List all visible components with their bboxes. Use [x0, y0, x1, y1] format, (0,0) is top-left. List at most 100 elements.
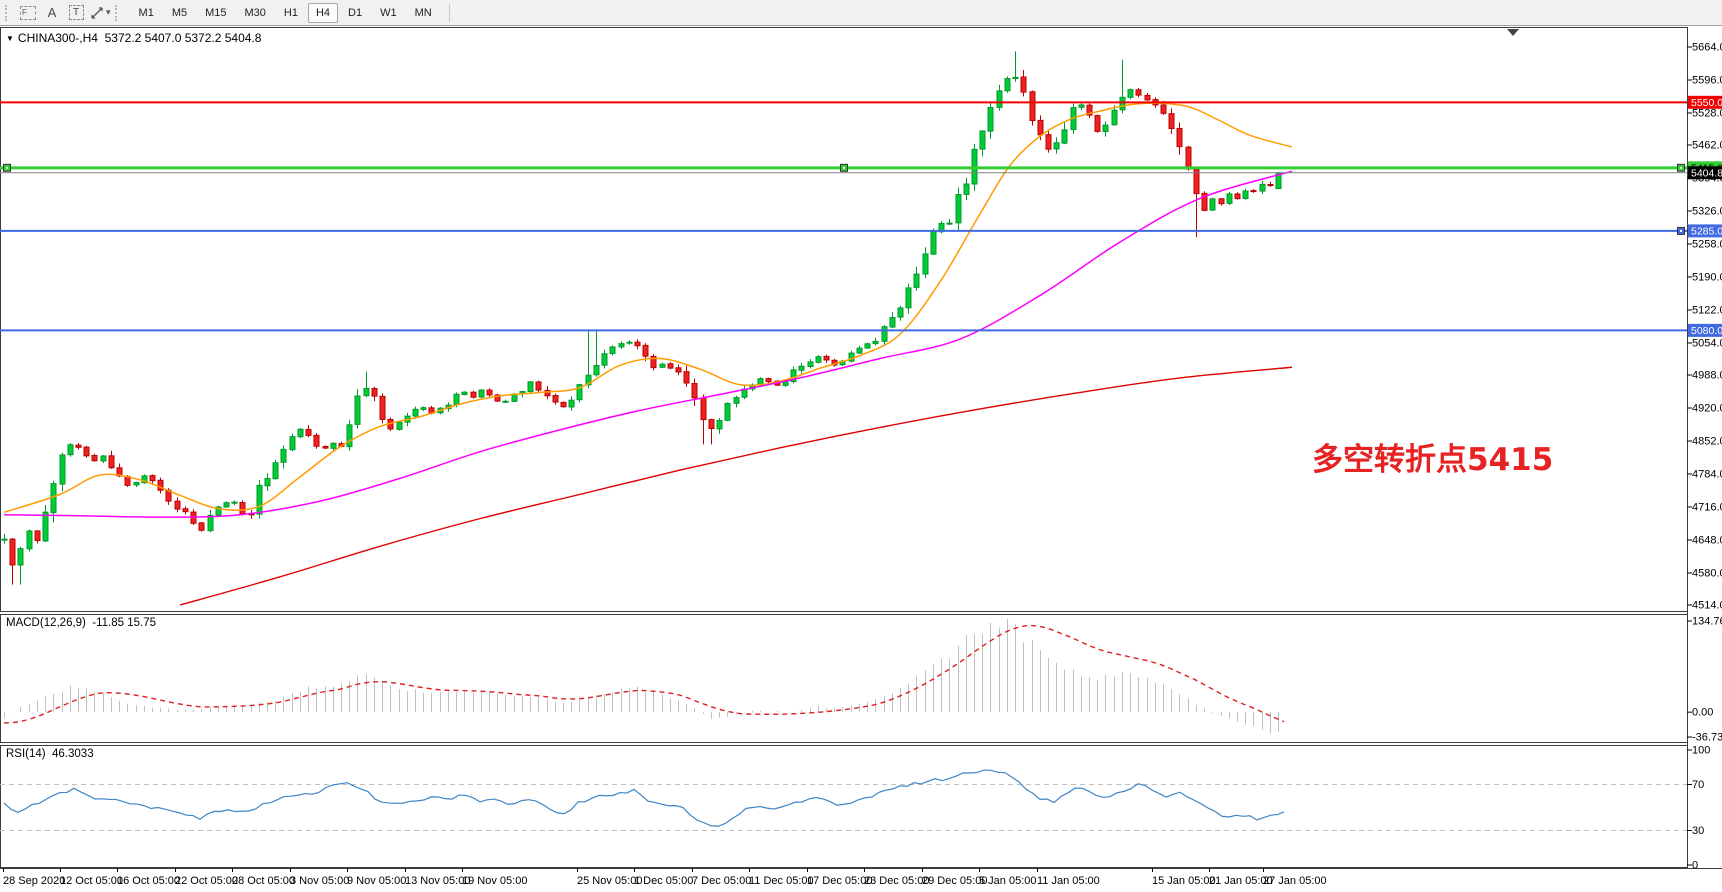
- candle-down: [1267, 184, 1274, 187]
- date-label: 15 Jan 05:00: [1152, 875, 1216, 887]
- text-box-icon[interactable]: T: [66, 3, 86, 23]
- candle-up: [987, 107, 994, 132]
- date-label: 28 Sep 2020: [3, 875, 65, 887]
- candle-down: [691, 382, 698, 399]
- date-label: 12 Oct 05:00: [60, 875, 123, 887]
- cursor-mode-icon[interactable]: ▾: [90, 3, 111, 23]
- candle-down: [305, 428, 312, 436]
- candle-up: [897, 307, 904, 318]
- candle-up: [659, 363, 666, 368]
- candle-down: [1218, 198, 1225, 205]
- macd-indicator-label: MACD(12,26,9) -11.85 15.75: [6, 617, 156, 629]
- candle-down: [535, 381, 542, 391]
- candle-up: [67, 444, 74, 456]
- dropdown-caret-icon[interactable]: ▾: [106, 7, 111, 17]
- candle-up: [1053, 142, 1060, 150]
- price-tick-label: 4784.0: [1692, 468, 1722, 480]
- candle-up: [609, 346, 616, 354]
- text-annotation-glyph: A: [47, 5, 57, 20]
- date-label: 5 Jan 05:00: [979, 875, 1037, 887]
- candle-up: [930, 231, 937, 255]
- toolbar-separator: [448, 3, 450, 22]
- price-tick-label: 5528.0: [1692, 107, 1722, 119]
- price-tick-label: 4852.0: [1692, 435, 1722, 447]
- hline-handle-dot: [843, 166, 845, 169]
- candle-down: [494, 394, 501, 402]
- timeframe-button-M15[interactable]: M15: [205, 6, 227, 19]
- chart-shift-marker-icon[interactable]: [1507, 29, 1519, 36]
- toolbar-grip[interactable]: [5, 4, 11, 21]
- candle-down: [1250, 190, 1257, 193]
- candle-down: [1045, 134, 1052, 150]
- candle-down: [182, 508, 189, 513]
- timeframe-button-MN[interactable]: MN: [414, 6, 432, 19]
- candle-up: [807, 361, 814, 368]
- chart-title-ohlc: 5372.2 5407.0 5372.2 5404.8: [104, 31, 262, 45]
- candle-up: [618, 343, 625, 348]
- date-label: 29 Dec 05:00: [922, 875, 987, 887]
- date-label: 22 Oct 05:00: [175, 875, 238, 887]
- macd-scale-label: 0.00: [1692, 707, 1713, 719]
- candle-down: [9, 538, 16, 566]
- toolbar: F A T ▾ M1 M5 M15 M30 H1 H4 D1 W1 MN: [0, 0, 1722, 26]
- price-tick-label: 4920.0: [1692, 403, 1722, 415]
- date-label: 21 Jan 05:00: [1209, 875, 1273, 887]
- candle-up: [256, 484, 263, 515]
- candle-down: [650, 355, 657, 369]
- level-5550.0-price-box: [1688, 95, 1722, 109]
- timeframe-button-M30[interactable]: M30: [244, 6, 266, 19]
- candle-up: [26, 530, 33, 550]
- candle-up: [626, 341, 633, 344]
- text-annotation-icon[interactable]: A: [42, 3, 62, 23]
- candle-up: [593, 365, 600, 376]
- candle-down: [700, 397, 707, 421]
- collapse-triangle-icon[interactable]: ▼: [6, 34, 14, 43]
- candle-up: [207, 514, 214, 532]
- price-tick-label: 5596.0: [1692, 74, 1722, 86]
- toolbar-grip-2[interactable]: [114, 4, 121, 21]
- candle-up: [1209, 198, 1216, 211]
- candle-up: [478, 389, 485, 398]
- price-tick-label: 5462.0: [1692, 140, 1722, 152]
- candle-down: [239, 502, 246, 515]
- timeframe-button-W1[interactable]: W1: [380, 6, 397, 19]
- candle-up: [1078, 104, 1085, 108]
- timeframe-button-H1[interactable]: H1: [283, 6, 298, 19]
- level-5080.0-price-box-label: 5080.0: [1691, 325, 1722, 337]
- candle-down: [108, 455, 115, 469]
- level-5285.0-price-box-label: 5285.0: [1691, 226, 1722, 238]
- candle-down: [470, 391, 477, 398]
- candle-down: [1086, 104, 1093, 116]
- candle-down: [313, 434, 320, 447]
- macd-panel[interactable]: [0, 614, 1688, 743]
- price-tick-label: 4716.0: [1692, 501, 1722, 513]
- moving-average-ma-fast: [3, 102, 1293, 514]
- candle-down: [1029, 91, 1036, 122]
- candle-up: [601, 353, 608, 366]
- price-tick-label: 4988.0: [1692, 370, 1722, 382]
- date-label: 13 Nov 05:00: [405, 875, 470, 887]
- candle-up: [946, 222, 953, 225]
- candle-up: [215, 506, 222, 516]
- hline-handle-dot: [6, 166, 8, 169]
- timeframe-button-H4[interactable]: H4: [307, 2, 339, 23]
- rsi-panel[interactable]: [0, 745, 1688, 868]
- main-chart-plot-area[interactable]: [0, 27, 1688, 612]
- macd-values: -11.85 15.75: [92, 617, 157, 629]
- timeframe-button-M5[interactable]: M5: [171, 6, 188, 19]
- candle-up: [913, 273, 920, 288]
- chart-text-annotation[interactable]: 多空转折点5415: [1312, 442, 1554, 478]
- date-label: 3 Nov 05:00: [290, 875, 349, 887]
- candle-down: [642, 344, 649, 357]
- candle-up: [955, 194, 962, 224]
- level-5285.0-price-box: [1688, 224, 1722, 238]
- date-label: 11 Dec 05:00: [749, 875, 814, 887]
- current-price-box: [1688, 166, 1722, 180]
- candle-down: [486, 389, 493, 396]
- candle-down: [322, 445, 329, 449]
- timeframe-button-M1[interactable]: M1: [138, 6, 154, 19]
- chart-window-icon[interactable]: F: [18, 3, 38, 23]
- timeframe-button-D1[interactable]: D1: [348, 6, 363, 19]
- candle-up: [412, 408, 419, 417]
- candle-up: [1, 538, 8, 541]
